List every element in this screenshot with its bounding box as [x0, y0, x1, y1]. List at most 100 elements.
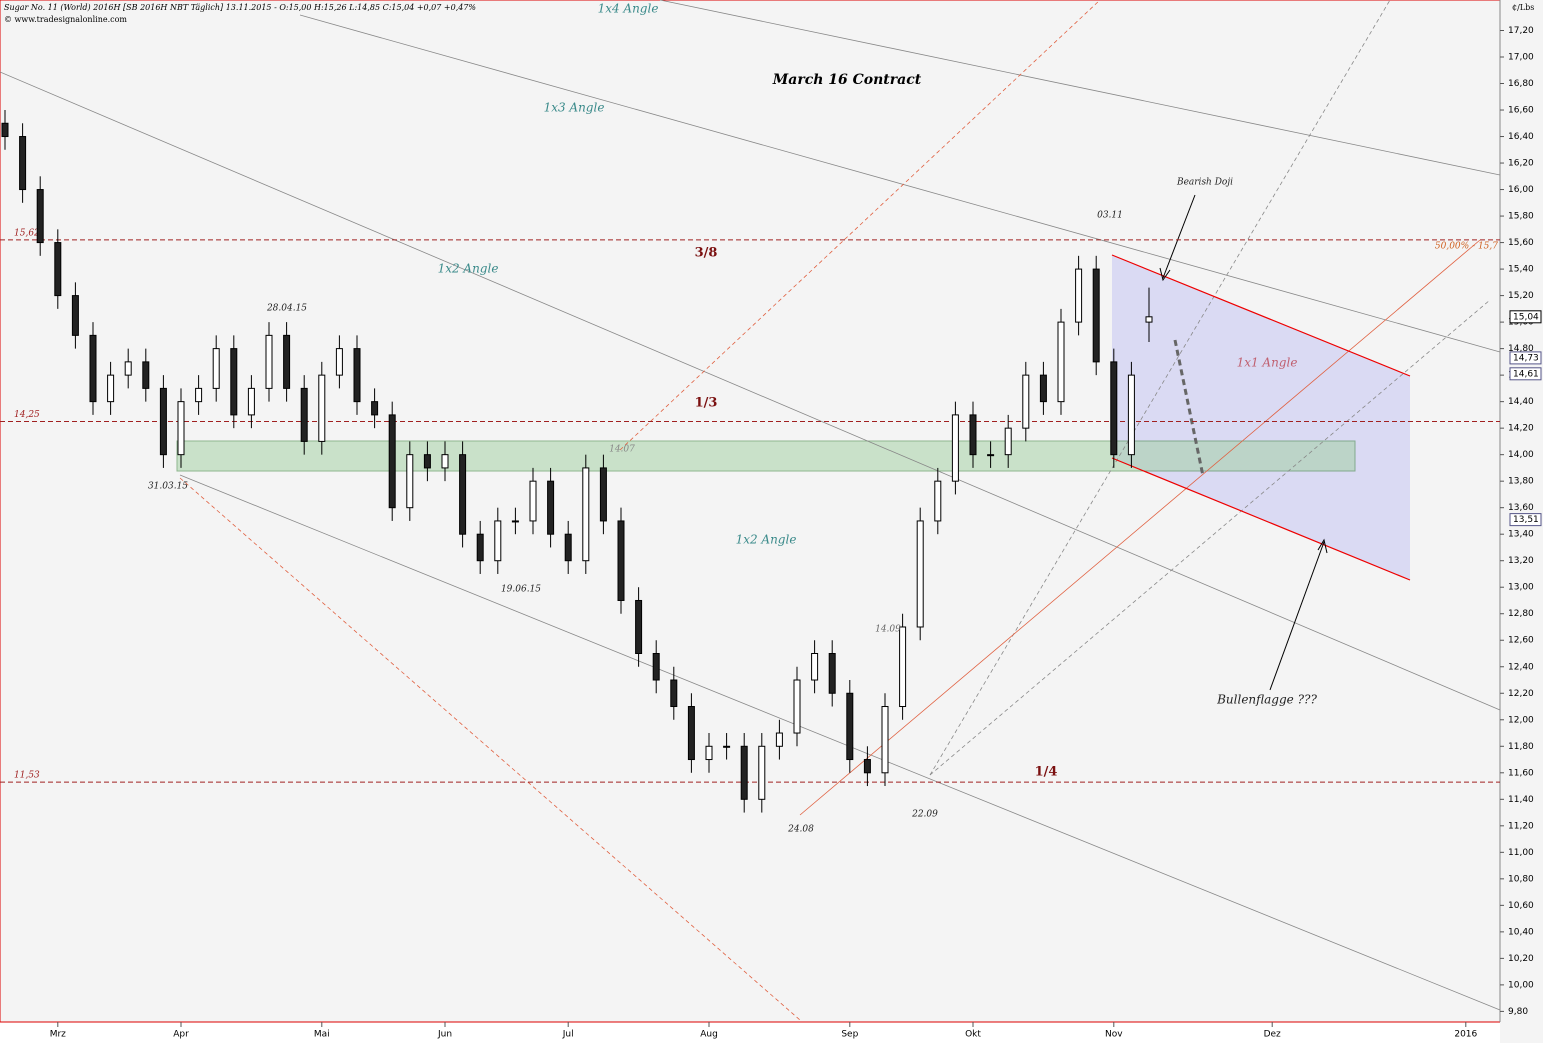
- level-label: 15,62: [14, 228, 40, 238]
- candle-body: [828, 652, 836, 694]
- projection-arrow: [1173, 339, 1205, 477]
- annotation: Bullenflagge ???: [1216, 693, 1317, 707]
- y-tick-label: 10,60: [1508, 901, 1534, 911]
- candle-body: [740, 745, 748, 800]
- candle-body: [881, 706, 889, 774]
- annotation: Bearish Doji: [1176, 178, 1233, 188]
- price-marker: [1509, 367, 1542, 381]
- price-marker-label: 14,61: [1513, 369, 1539, 379]
- angle-line: [929, 299, 1491, 776]
- y-unit: ¢/Lbs: [1512, 3, 1534, 12]
- annotation: 28.04.15: [266, 304, 307, 314]
- x-tick-label: Aug: [700, 1030, 718, 1040]
- y-tick-label: 12,20: [1508, 689, 1534, 699]
- candle-body: [441, 454, 449, 469]
- price-marker: [1509, 310, 1542, 324]
- candle-body: [1075, 268, 1083, 323]
- level-label: 14,25: [14, 410, 40, 420]
- candle-body: [670, 679, 678, 708]
- candle-body: [635, 599, 643, 654]
- y-tick-label: 11,60: [1508, 768, 1534, 778]
- x-tick-label: Dez: [1264, 1030, 1281, 1040]
- candle-body: [599, 467, 607, 522]
- candle-body: [476, 533, 484, 562]
- annotation: 1x2 Angle: [438, 262, 499, 276]
- candle-body: [124, 361, 132, 376]
- annotation: 14.09: [875, 625, 901, 635]
- y-tick-label: 11,20: [1508, 821, 1534, 831]
- x-tick-label: Jul: [562, 1030, 574, 1040]
- support-zone: [176, 440, 1356, 472]
- candle-body: [494, 520, 502, 562]
- candle-body: [934, 480, 942, 522]
- x-tick-label: Mai: [314, 1030, 330, 1040]
- candle-body: [195, 387, 203, 403]
- flag-zone: [1112, 255, 1410, 580]
- y-tick-label: 15,60: [1508, 238, 1534, 248]
- annotation: 1x3 Angle: [544, 101, 605, 115]
- candle-body: [951, 414, 959, 482]
- candle-body: [758, 745, 766, 800]
- candle-body: [89, 334, 97, 403]
- candle-body: [36, 189, 44, 244]
- candle-body: [775, 732, 783, 747]
- level-note: 50,00% - 15,7: [1435, 241, 1498, 251]
- candle-body: [71, 295, 79, 336]
- candle-body: [687, 706, 695, 761]
- channel-line: [1111, 457, 1411, 581]
- candle-body: [300, 387, 308, 442]
- candle-body: [1092, 268, 1100, 363]
- y-tick-label: 15,40: [1508, 265, 1534, 275]
- candle-body: [969, 414, 977, 456]
- angle-line: [0, 71, 1501, 711]
- y-tick-label: 12,00: [1508, 715, 1534, 725]
- y-tick-label: 11,80: [1508, 742, 1534, 752]
- annotation: 14.07: [609, 445, 635, 455]
- candle-body: [1110, 361, 1118, 456]
- y-tick-label: 10,00: [1508, 980, 1534, 990]
- candle-body: [1145, 316, 1153, 323]
- candle-body: [1, 122, 9, 138]
- x-tick-label: Okt: [965, 1030, 981, 1040]
- y-tick-label: 14,20: [1508, 424, 1534, 434]
- chart-title: March 16 Contract: [772, 72, 922, 88]
- candle-body: [1022, 374, 1030, 429]
- candle-body: [335, 348, 343, 376]
- x-tick-label: Apr: [173, 1030, 189, 1040]
- angle-line: [929, 0, 1391, 776]
- y-tick-label: 11,40: [1508, 795, 1534, 805]
- angle-line: [299, 14, 1501, 353]
- candle-body: [212, 348, 220, 389]
- annotation: 19.06.15: [501, 585, 541, 595]
- candle-body: [705, 745, 713, 761]
- angle-line: [179, 474, 1501, 1011]
- x-tick-label: Mrz: [50, 1030, 66, 1040]
- price-marker-label: 13,51: [1513, 515, 1539, 525]
- candle-body: [793, 679, 801, 734]
- candle-body: [547, 480, 555, 535]
- x-tick-label: 2016: [1454, 1030, 1477, 1040]
- candle-body: [159, 387, 167, 456]
- annotation: 1/4: [1035, 765, 1058, 780]
- candle-body: [1004, 427, 1012, 456]
- candle-body: [265, 334, 273, 389]
- candle-body: [459, 454, 467, 535]
- candle-body: [177, 401, 185, 456]
- price-marker-label: 14,73: [1513, 353, 1539, 363]
- y-tick-label: 14,40: [1508, 397, 1534, 407]
- candle-body: [987, 454, 995, 457]
- candle-body: [1057, 321, 1065, 403]
- candle-body: [19, 136, 27, 191]
- annotation: 22.09: [911, 810, 938, 820]
- y-tick-label: 12,80: [1508, 609, 1534, 619]
- angle-lines: [0, 0, 1501, 1011]
- candle-body: [511, 520, 519, 523]
- y-tick-label: 13,00: [1508, 583, 1534, 593]
- y-tick-label: 15,20: [1508, 291, 1534, 301]
- candle-body: [142, 361, 150, 389]
- header: Sugar No. 11 (World) 2016H [SB 2016H NBT…: [4, 3, 476, 12]
- fan-lines: [179, 0, 1481, 1021]
- candle-body: [723, 745, 731, 748]
- y-tick-label: 13,40: [1508, 530, 1534, 540]
- candle-body: [406, 454, 414, 509]
